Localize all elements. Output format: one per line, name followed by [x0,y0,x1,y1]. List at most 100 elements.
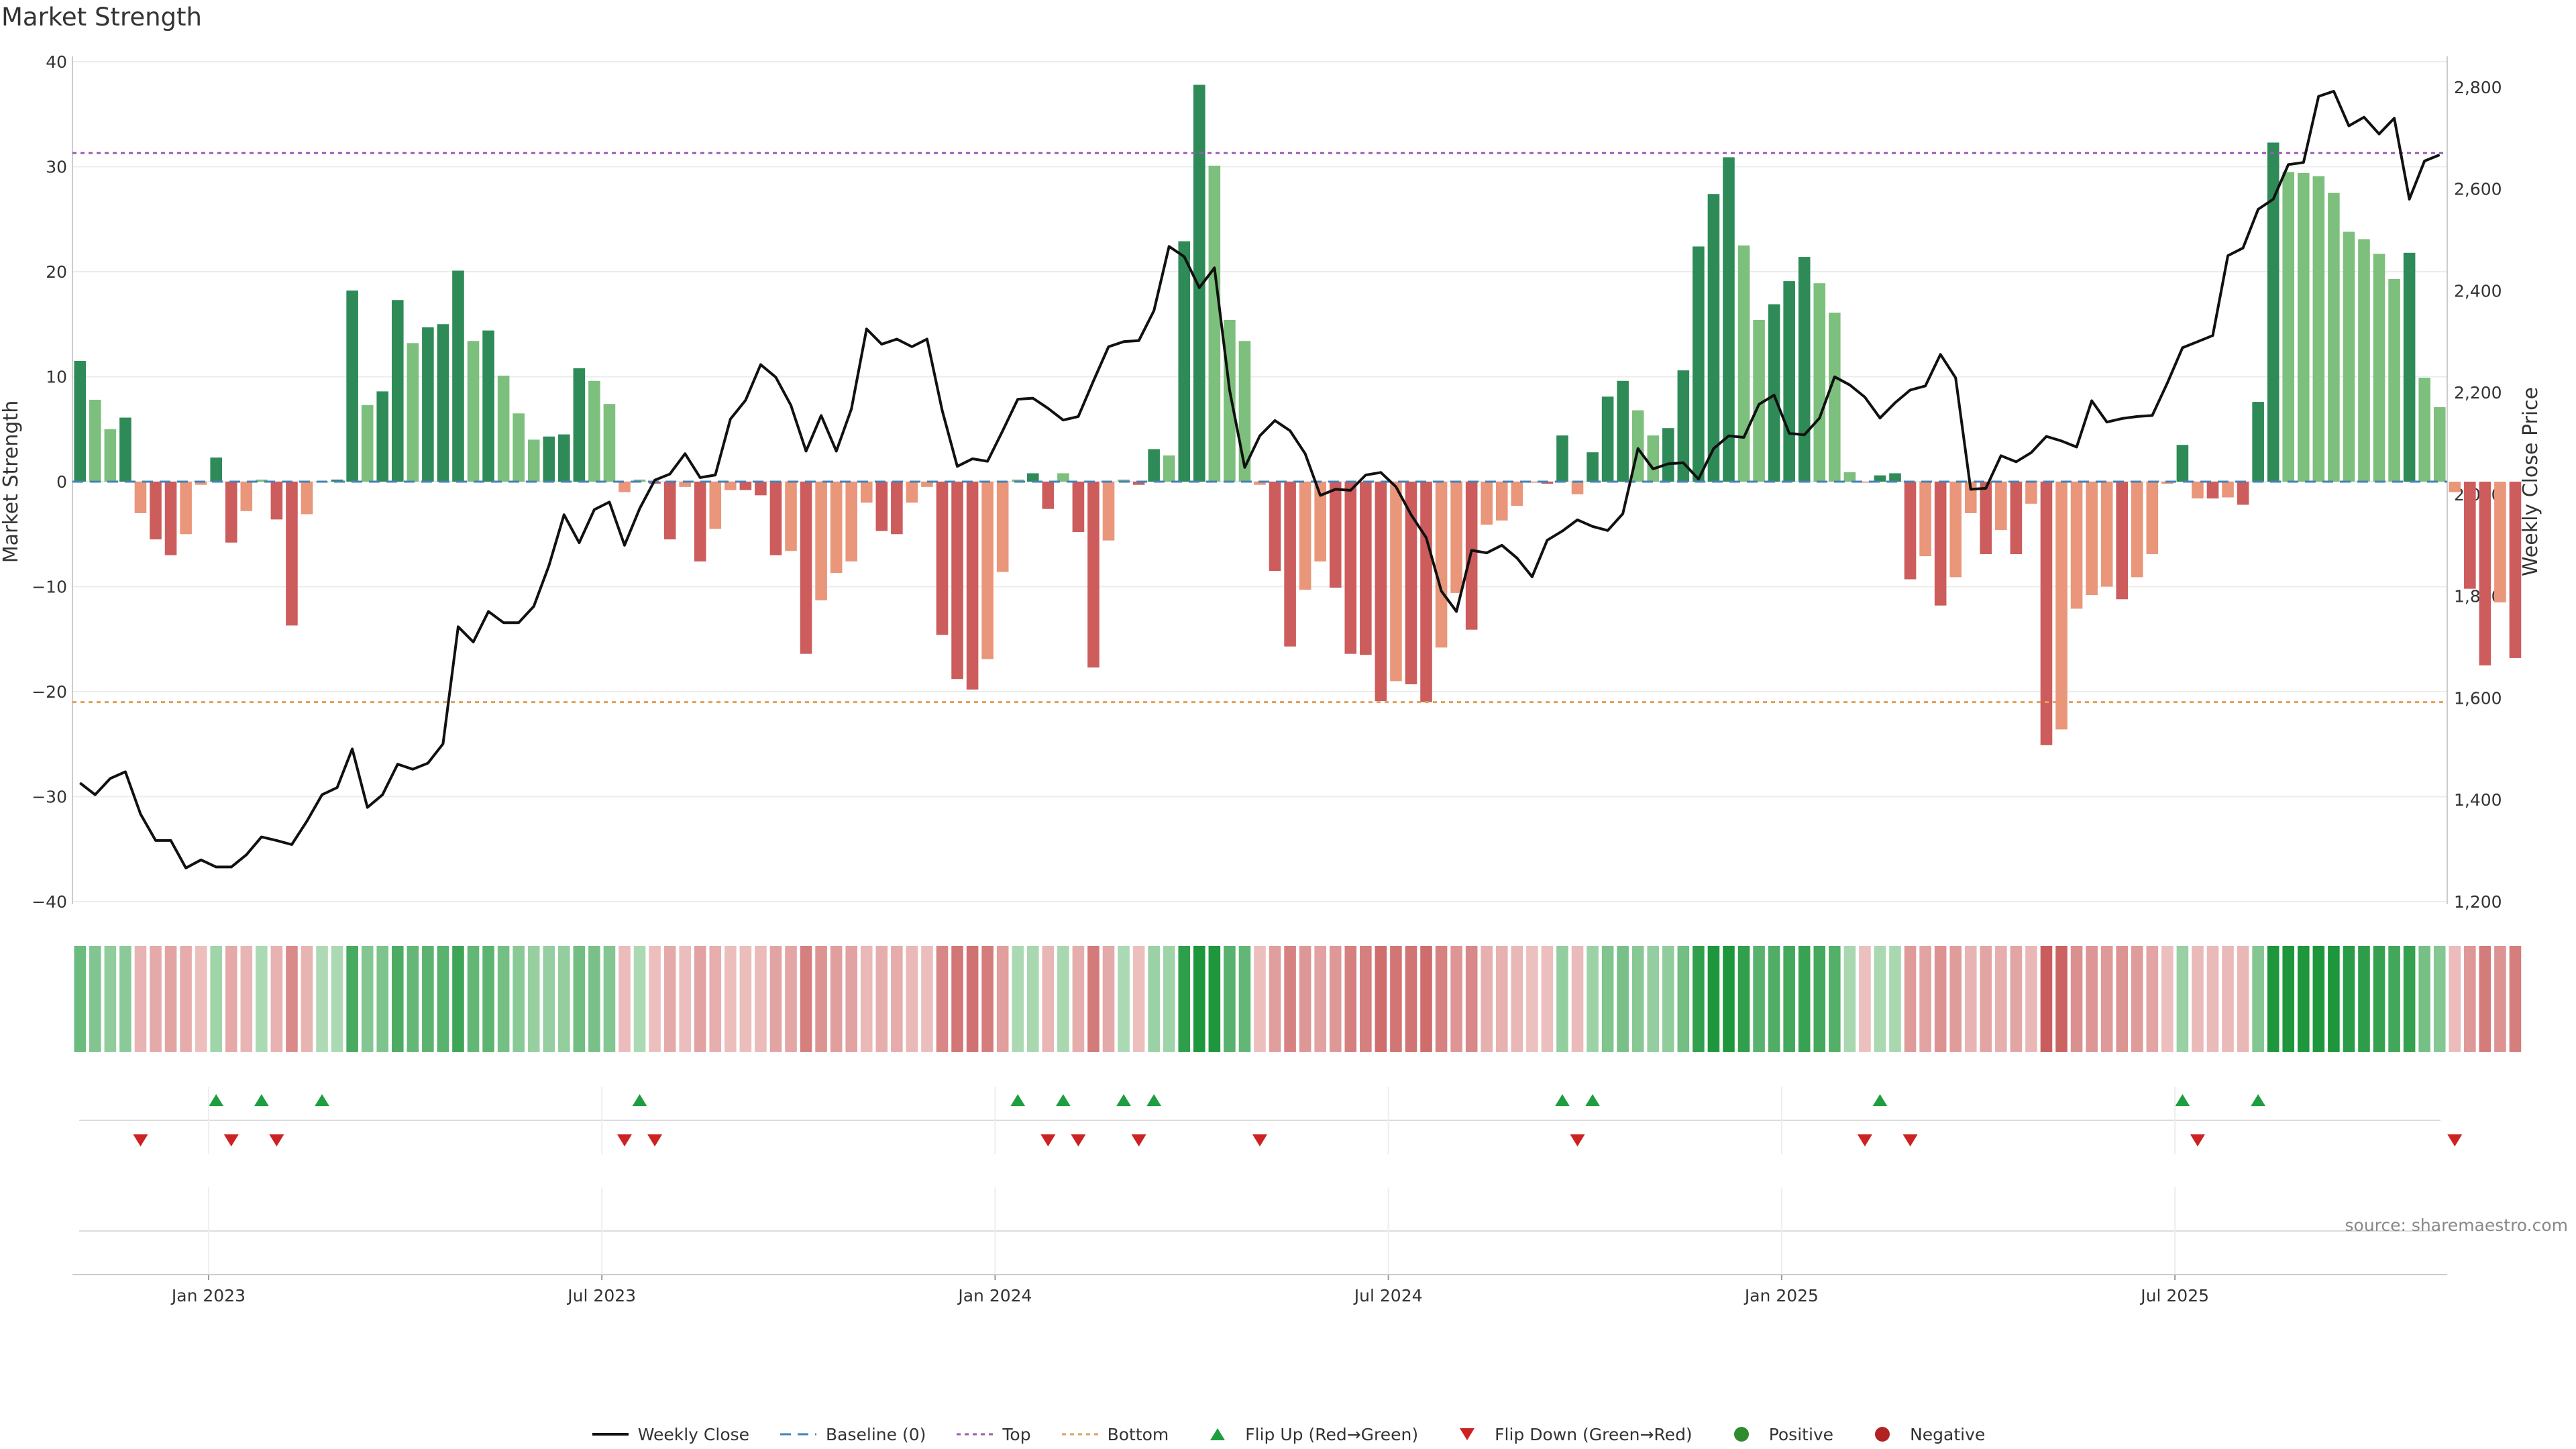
strength-bar [2131,482,2143,578]
legend-item-bottom: Bottom [1061,1425,1169,1444]
heat-cell [1012,946,1024,1052]
flip-down-marker [1857,1134,1872,1146]
legend-label: Bottom [1107,1424,1169,1444]
strength-bar [2282,172,2295,482]
heat-cell [815,946,827,1052]
heat-cell [1798,946,1811,1052]
strength-bar [1859,482,1871,483]
heat-cell [1919,946,1931,1052]
strength-bar [1284,482,1296,647]
heat-cell [1208,946,1221,1052]
strength-bar [195,482,207,485]
strength-bar [679,482,691,487]
y-axis-title-right: Weekly Close Price [2519,387,2542,576]
flip-up-marker [1010,1094,1026,1106]
strength-bar [588,380,600,482]
strength-bar [286,482,298,626]
strength-bar [2312,176,2325,482]
strength-bar [2116,482,2129,600]
strength-bar [2509,482,2522,658]
flip-up-marker [2175,1094,2190,1106]
strength-bar [2100,482,2113,587]
flip-down-marker [133,1134,148,1146]
heat-cell [180,946,192,1052]
strength-bar [497,375,510,482]
strength-bar [1299,482,1311,590]
heat-cell [1647,946,1660,1052]
strength-bar [2252,402,2264,482]
strength-bar [694,482,706,561]
heat-cell [1284,946,1296,1052]
flip-up-marker [1554,1094,1570,1106]
heat-cell [649,946,661,1052]
y-tick-label-right: 1,800 [2454,587,2502,606]
heat-cell [361,946,374,1052]
strength-bar [1481,482,1493,525]
strength-bar [1360,482,1372,655]
heat-cell [830,946,843,1052]
heat-cell [1662,946,1674,1052]
heat-cell [1571,946,1584,1052]
x-tick-label: Jul 2023 [566,1286,636,1305]
heat-cell [2176,946,2189,1052]
strength-bar [1829,313,1841,482]
heat-cell [2131,946,2143,1052]
y-tick-label-right: 2,400 [2454,281,2502,301]
heat-cell [588,946,600,1052]
heat-cell [346,946,358,1052]
weekly-close-line [79,90,2440,869]
heat-cell [2161,946,2174,1052]
heat-cell [437,946,449,1052]
strength-bar [1344,482,1357,654]
strength-bar [164,482,177,555]
heat-cell [2070,946,2083,1052]
heat-cell [225,946,237,1052]
y-tick-label-right: 2,200 [2454,383,2502,402]
heat-cell [270,946,283,1052]
heat-cell [104,946,117,1052]
strength-bar [2206,482,2219,499]
heat-cell [2010,946,2023,1052]
strength-bar [2040,482,2053,745]
strength-bar [2449,482,2461,492]
x-tick-label: Jan 2023 [170,1286,246,1305]
heat-cell [2040,946,2053,1052]
heat-cell [134,946,147,1052]
heat-cell [921,946,933,1052]
heat-cell [497,946,510,1052]
heat-cell [1783,946,1795,1052]
legend-label: Top [1002,1424,1031,1444]
strength-bar [527,439,540,482]
y-axis-title-left: Market Strength [0,400,23,563]
strength-bar [2192,482,2204,499]
heat-cell [391,946,404,1052]
strength-bar [89,399,101,482]
heat-cell [1026,946,1039,1052]
strength-bar [2176,445,2189,482]
legend-swatch-baseline [780,1433,817,1436]
strength-bar [2418,378,2430,482]
heat-cell [1843,946,1856,1052]
legend-swatch-top [957,1433,994,1436]
heat-cell [633,946,646,1052]
flip-down-marker [2447,1134,2463,1146]
flip-down-marker [1071,1134,1086,1146]
y-tick-label-left: −30 [32,788,67,807]
heat-cell [1495,946,1508,1052]
flip-down-marker [2190,1134,2205,1146]
heat-cell [543,946,555,1052]
heat-cell [2222,946,2234,1052]
heat-cell [2298,946,2310,1052]
heat-cell [1360,946,1372,1052]
legend-item-negative: Negative [1863,1425,1985,1444]
strength-bar [1768,304,1780,482]
heat-cell [2267,946,2279,1052]
heat-cell [1677,946,1690,1052]
strength-bar [346,290,358,482]
strength-bar [467,341,480,482]
heat-cell [1737,946,1750,1052]
strength-bar [981,482,994,659]
y-tick-label-left: −40 [32,892,67,912]
